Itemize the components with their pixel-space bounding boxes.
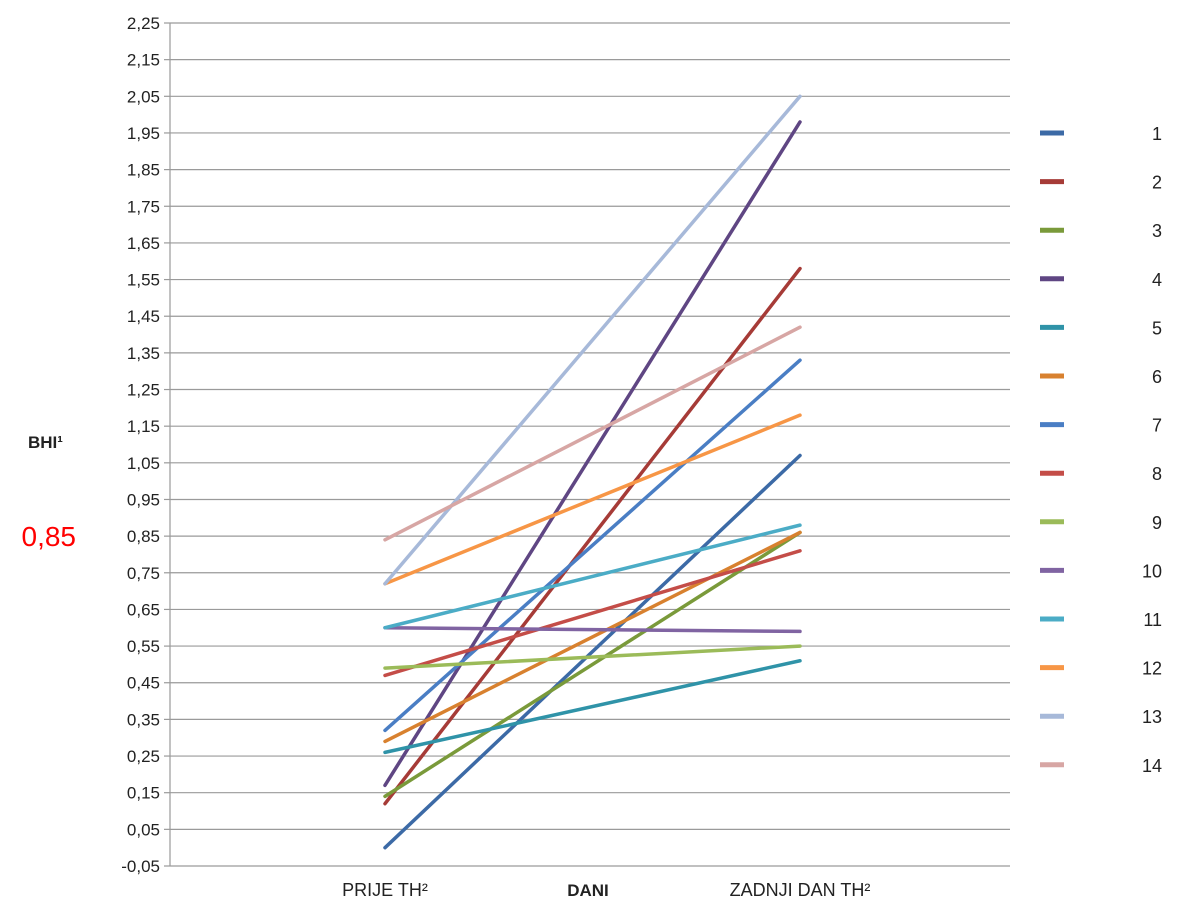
x-category-labels: PRIJE TH² ZADNJI DAN TH² — [342, 880, 870, 900]
series-line-8 — [383, 549, 802, 678]
legend-label-11: 11 — [1143, 610, 1162, 630]
legend-label-9: 9 — [1152, 513, 1162, 533]
legend-label-12: 12 — [1142, 659, 1162, 679]
y-tick-label: 0,75 — [127, 564, 160, 583]
series-line-7 — [383, 358, 802, 733]
y-tick-label: 1,55 — [127, 271, 160, 290]
y-tick-label: 0,85 — [127, 527, 160, 546]
y-tick-label: 1,95 — [127, 124, 160, 143]
y-tick-label: 1,25 — [127, 381, 160, 400]
legend-label-3: 3 — [1152, 221, 1162, 241]
legend-label-1: 1 — [1152, 124, 1162, 144]
y-tick-label: 2,05 — [127, 87, 160, 106]
highlight-value-label: 0,85 — [22, 521, 77, 552]
legend-label-8: 8 — [1152, 464, 1162, 484]
x-category-label: PRIJE TH² — [342, 880, 428, 900]
y-axis-title: BHI¹ — [28, 433, 63, 452]
y-tick-label: 0,95 — [127, 490, 160, 509]
y-tick-label: 0,15 — [127, 784, 160, 803]
y-tick-label: 0,25 — [127, 747, 160, 766]
series-line-5 — [383, 658, 802, 755]
legend-label-10: 10 — [1142, 561, 1162, 581]
series-line-4 — [383, 120, 802, 788]
series-line-1 — [383, 453, 802, 850]
y-tick-label: -0,05 — [121, 857, 160, 876]
legend-label-4: 4 — [1152, 270, 1162, 290]
y-tick-label: 1,45 — [127, 307, 160, 326]
y-tick-label: 2,25 — [127, 14, 160, 33]
legend-label-5: 5 — [1152, 318, 1162, 338]
series-line-11 — [383, 523, 802, 630]
series-line-2 — [383, 266, 802, 806]
y-tick-label: 2,15 — [127, 51, 160, 70]
x-category-label: ZADNJI DAN TH² — [730, 880, 871, 900]
y-tick-label: 1,75 — [127, 197, 160, 216]
y-tick-label: 0,35 — [127, 710, 160, 729]
y-tick-label: 0,65 — [127, 600, 160, 619]
series-line-6 — [383, 530, 802, 744]
y-tick-labels: 2,25 2,15 2,05 1,95 1,85 1,75 1,65 1,55 1,45 1,35… — [121, 14, 160, 876]
x-axis-title: DANI — [567, 881, 609, 900]
legend-label-2: 2 — [1152, 173, 1162, 193]
series-line-14 — [383, 325, 802, 542]
series-line-3 — [383, 530, 802, 799]
series-line-9 — [383, 644, 802, 670]
legend-label-13: 13 — [1142, 707, 1162, 727]
y-tick-label: 1,15 — [127, 417, 160, 436]
y-tick-label: 0,45 — [127, 674, 160, 693]
legend-label-6: 6 — [1152, 367, 1162, 387]
y-tick-label: 0,55 — [127, 637, 160, 656]
y-tick-label: 0,05 — [127, 820, 160, 839]
series-line-12 — [383, 413, 802, 586]
series-lines — [383, 94, 802, 850]
legend-label-7: 7 — [1152, 416, 1162, 436]
gridlines — [164, 22, 1010, 867]
y-tick-label: 1,65 — [127, 234, 160, 253]
y-tick-label: 1,05 — [127, 454, 160, 473]
y-tick-label: 1,85 — [127, 161, 160, 180]
series-line-10 — [383, 626, 802, 634]
legend-label-14: 14 — [1142, 756, 1162, 776]
y-tick-label: 1,35 — [127, 344, 160, 363]
